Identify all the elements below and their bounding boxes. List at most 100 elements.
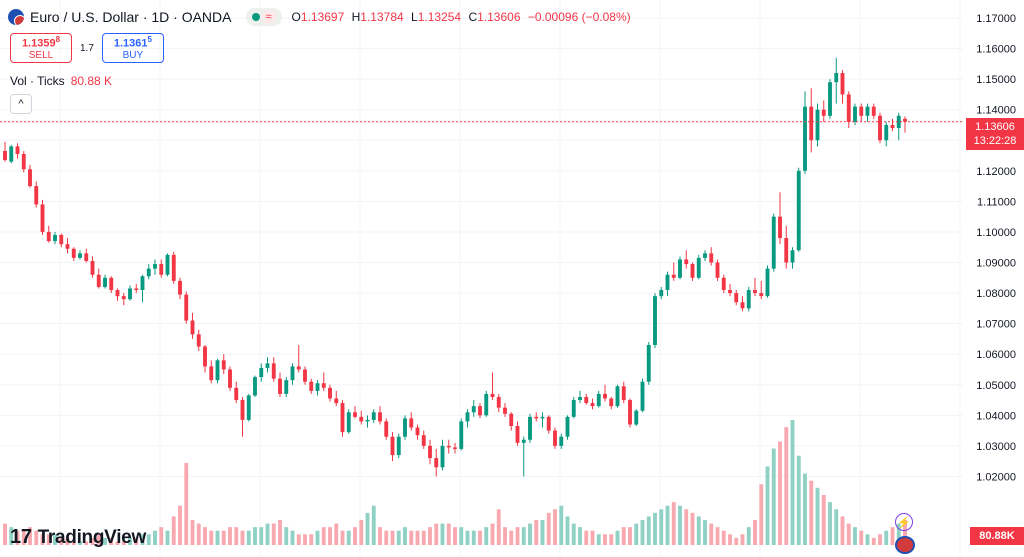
volume-bar [290,530,295,545]
lightning-icon[interactable]: ⚡ [895,513,913,531]
volume-bar [571,523,576,545]
candle-body [246,395,251,420]
candle-body [534,416,539,419]
candle-body [403,418,407,437]
candle-body [103,277,107,287]
volume-bar [53,534,57,545]
sell-button[interactable]: 1.13598 SELL [10,33,72,63]
buy-button[interactable]: 1.13615 BUY [101,33,164,63]
volume-bar [621,527,626,545]
candle-body [578,396,582,401]
volume-bar [878,534,882,545]
candle-body [453,447,457,449]
volume-bar [734,537,739,545]
volume-bar [434,523,439,545]
candle-body [746,290,751,309]
volume-bar [596,534,601,545]
volume-bar [871,537,876,545]
candle-body [690,264,695,278]
y-tick-label: 1.08000 [976,288,1016,300]
flag-icon [8,9,24,25]
candle-body [378,412,382,422]
volume-bar [96,534,101,545]
candle-body [778,216,782,239]
volume-bar [634,523,639,545]
symbol-header: Euro / U.S. Dollar · 1D · OANDA ≈ O1.136… [8,8,635,26]
candle-body [709,253,714,263]
candle-body [315,383,320,391]
volume-bar [34,530,39,545]
volume-bar [809,480,814,545]
candle-body [421,435,426,446]
candle-body [521,439,526,443]
candle-body [703,253,707,258]
volume-bar [640,520,645,545]
change-value: −0.00096 (−0.08%) [527,10,631,24]
volume-bar [803,473,807,545]
candle-body [728,290,732,294]
candle-body [884,124,889,141]
spread-value: 1.7 [80,42,94,54]
volume-bar [459,527,464,545]
volume-bar [753,520,757,545]
volume-bar [190,520,195,545]
volume-bar [309,534,314,545]
volume-bar [828,502,832,545]
candle-body [571,400,576,417]
volume-bar [565,516,570,545]
volume-bar [853,527,857,545]
candle-body [834,73,839,83]
candle-body [765,268,770,297]
currency-flag-icon[interactable] [895,536,915,554]
candle-body [734,293,739,303]
volume-bar [815,487,820,545]
market-status[interactable]: ≈ [245,8,282,26]
volume-bar [590,530,595,545]
candle-body [184,294,189,321]
volume-bar [703,520,707,545]
volume-bar [490,523,495,545]
candle-body [715,262,720,278]
volume-bar [203,527,207,545]
candle-body [171,254,176,281]
volume-bar [396,530,401,545]
candle-body [28,169,32,187]
sell-price: 1.1359 [21,37,56,50]
candle-body [221,360,226,370]
candle-body [865,106,870,116]
volume-bar [340,530,345,545]
candle-body [878,115,882,141]
volume-bar [165,530,170,545]
low-value: 1.13254 [417,10,462,24]
candle-body [284,380,289,394]
logo-text: TradingView [37,526,147,548]
sell-price-pip: 8 [55,35,61,45]
candle-body [40,204,45,232]
symbol-title[interactable]: Euro / U.S. Dollar · 1D · OANDA [30,9,232,25]
tradingview-logo[interactable]: 17 TradingView [10,526,146,549]
y-tick-label: 1.17000 [976,13,1016,25]
candle-body [615,386,620,407]
open-value: 1.13697 [300,10,345,24]
volume-bar [765,466,770,545]
volume-bar [196,523,201,545]
volume-bar [665,505,670,545]
candle-body [340,403,345,433]
volume-bar [9,527,14,545]
collapse-legend-button[interactable]: ^ [10,94,32,114]
volume-bar [478,530,482,545]
y-tick-label: 1.02000 [976,471,1016,483]
volume-bar [690,512,695,545]
volume-bar [609,534,614,545]
close-label: C [468,10,478,24]
volume-legend[interactable]: Vol · Ticks 80.88 K [10,74,112,88]
volume-bar [684,509,689,545]
candle-body [446,445,451,448]
candle-body [871,106,876,116]
volume-bar [659,509,664,545]
candle-body [759,293,764,297]
volume-bar [903,520,907,545]
volume-bar [334,523,339,545]
volume-bar [115,541,120,545]
